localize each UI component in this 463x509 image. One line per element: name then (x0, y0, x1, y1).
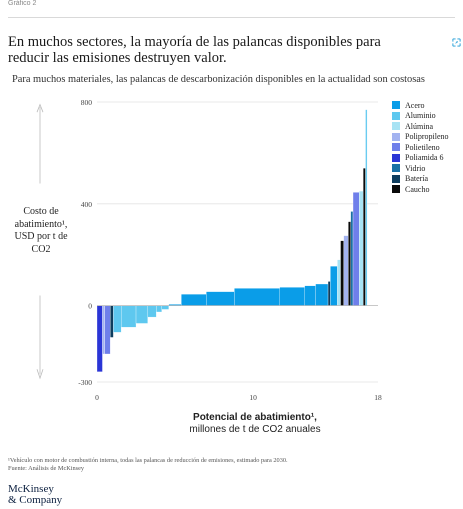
y-tick-label: 0 (88, 302, 92, 311)
y-axis-label: Costo de abatimiento¹, USD por t de CO2 (14, 206, 68, 255)
bar-21 (343, 235, 349, 306)
x-tick-label: 0 (95, 393, 99, 402)
logo-line-1: McKinsey (8, 483, 54, 495)
bar-19 (337, 259, 341, 306)
legend-item: Polietileno (392, 142, 449, 153)
legend-item: Vidrio (392, 163, 449, 174)
legend-item: Polipropileno (392, 132, 449, 143)
y-tick-label: 400 (81, 200, 93, 209)
mckinsey-logo: McKinsey & Company (8, 484, 62, 506)
bar-0 (96, 305, 103, 372)
y-tick-label: 800 (81, 98, 93, 107)
legend-item: Batería (392, 174, 449, 185)
bar-26 (363, 168, 366, 306)
chart-title: Para muchos materiales, las palancas de … (12, 74, 425, 85)
legend-swatch (392, 185, 400, 194)
bar-6 (135, 305, 148, 324)
legend-label: Acero (405, 100, 425, 110)
legend-swatch (392, 122, 400, 131)
legend-item: Caucho (392, 184, 449, 195)
x-axis-label-bold: Potencial de abatimiento¹, (193, 412, 317, 423)
bar-16 (315, 283, 329, 306)
legend-item: Alúmina (392, 121, 449, 132)
bar-9 (161, 305, 169, 310)
bar-20 (340, 240, 344, 306)
x-tick-label: 18 (374, 393, 382, 402)
logo-line-2: & Company (8, 494, 63, 506)
legend-item: Aluminio (392, 111, 449, 122)
bar-25 (359, 190, 364, 306)
bar-12 (206, 291, 235, 306)
legend-swatch (392, 111, 400, 120)
chart-legend: Acero Aluminio Alúmina Polipropileno Polieti… (392, 100, 449, 195)
bar-17 (327, 281, 331, 306)
legend-label: Alúmina (405, 121, 433, 131)
footnote-source: Fuente: Análisis de McKinsey (8, 465, 85, 472)
x-axis-label: Potencial de abatimiento¹, millones de t… (150, 412, 360, 436)
figure-label: Gráfico 2 (8, 0, 37, 7)
legend-label: Batería (405, 174, 429, 184)
bar-8 (156, 305, 162, 313)
bar-14 (279, 287, 305, 306)
legend-item: Poliamida 6 (392, 153, 449, 164)
headline: En muchos sectores, la mayoría de las pa… (8, 34, 381, 66)
bar-7 (147, 305, 157, 318)
bar-11 (181, 294, 207, 306)
legend-label: Vidrio (405, 163, 426, 173)
legend-swatch (392, 153, 400, 162)
legend-label: Polietileno (405, 142, 440, 152)
bar-1 (102, 305, 105, 355)
share-icon[interactable] (452, 38, 461, 47)
legend-label: Polipropileno (405, 132, 449, 142)
top-divider (8, 17, 455, 18)
bar-24 (352, 192, 360, 306)
footnote: ¹Vehículo con motor de combustión intern… (8, 457, 288, 473)
legend-label: Caucho (405, 184, 430, 194)
y-axis-arrowhead-up (36, 103, 44, 113)
bar-2 (104, 305, 111, 355)
bar-23 (350, 211, 354, 306)
bar-5 (121, 305, 137, 328)
bar-3 (110, 305, 114, 338)
legend-label: Poliamida 6 (405, 153, 444, 163)
y-tick-label: -300 (78, 378, 92, 387)
x-tick-label: 10 (249, 393, 257, 402)
bar-22 (348, 221, 351, 306)
y-axis-arrowhead-down (36, 369, 44, 380)
legend-swatch (392, 174, 400, 183)
legend-item: Acero (392, 100, 449, 111)
bar-13 (234, 288, 280, 306)
bar-27 (365, 109, 368, 306)
bar-18 (330, 266, 338, 306)
bar-4 (113, 305, 122, 333)
footnote-line-1: ¹Vehículo con motor de combustión intern… (8, 457, 288, 464)
x-axis-label-normal: millones de t de CO2 anuales (189, 424, 321, 435)
bar-15 (304, 285, 316, 306)
legend-swatch (392, 101, 400, 110)
legend-label: Aluminio (405, 111, 436, 121)
legend-swatch (392, 164, 400, 173)
legend-swatch (392, 143, 400, 152)
legend-swatch (392, 132, 400, 141)
